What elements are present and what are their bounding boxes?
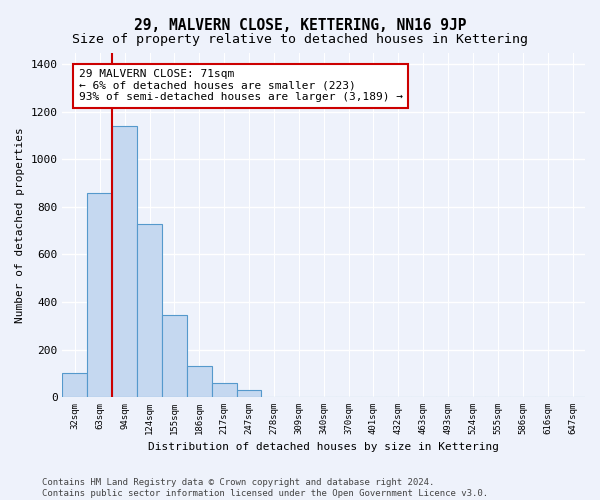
Bar bbox=[62, 374, 88, 397]
Bar bbox=[236, 390, 262, 397]
Bar bbox=[162, 315, 187, 397]
Text: 29, MALVERN CLOSE, KETTERING, NN16 9JP: 29, MALVERN CLOSE, KETTERING, NN16 9JP bbox=[134, 18, 466, 32]
Y-axis label: Number of detached properties: Number of detached properties bbox=[15, 127, 25, 322]
Text: Contains HM Land Registry data © Crown copyright and database right 2024.
Contai: Contains HM Land Registry data © Crown c… bbox=[42, 478, 488, 498]
Text: 29 MALVERN CLOSE: 71sqm
← 6% of detached houses are smaller (223)
93% of semi-de: 29 MALVERN CLOSE: 71sqm ← 6% of detached… bbox=[79, 69, 403, 102]
Bar bbox=[187, 366, 212, 397]
Bar bbox=[137, 224, 162, 397]
X-axis label: Distribution of detached houses by size in Kettering: Distribution of detached houses by size … bbox=[148, 442, 499, 452]
Bar bbox=[112, 126, 137, 397]
Text: Size of property relative to detached houses in Kettering: Size of property relative to detached ho… bbox=[72, 32, 528, 46]
Bar bbox=[212, 383, 236, 397]
Bar bbox=[88, 192, 112, 397]
